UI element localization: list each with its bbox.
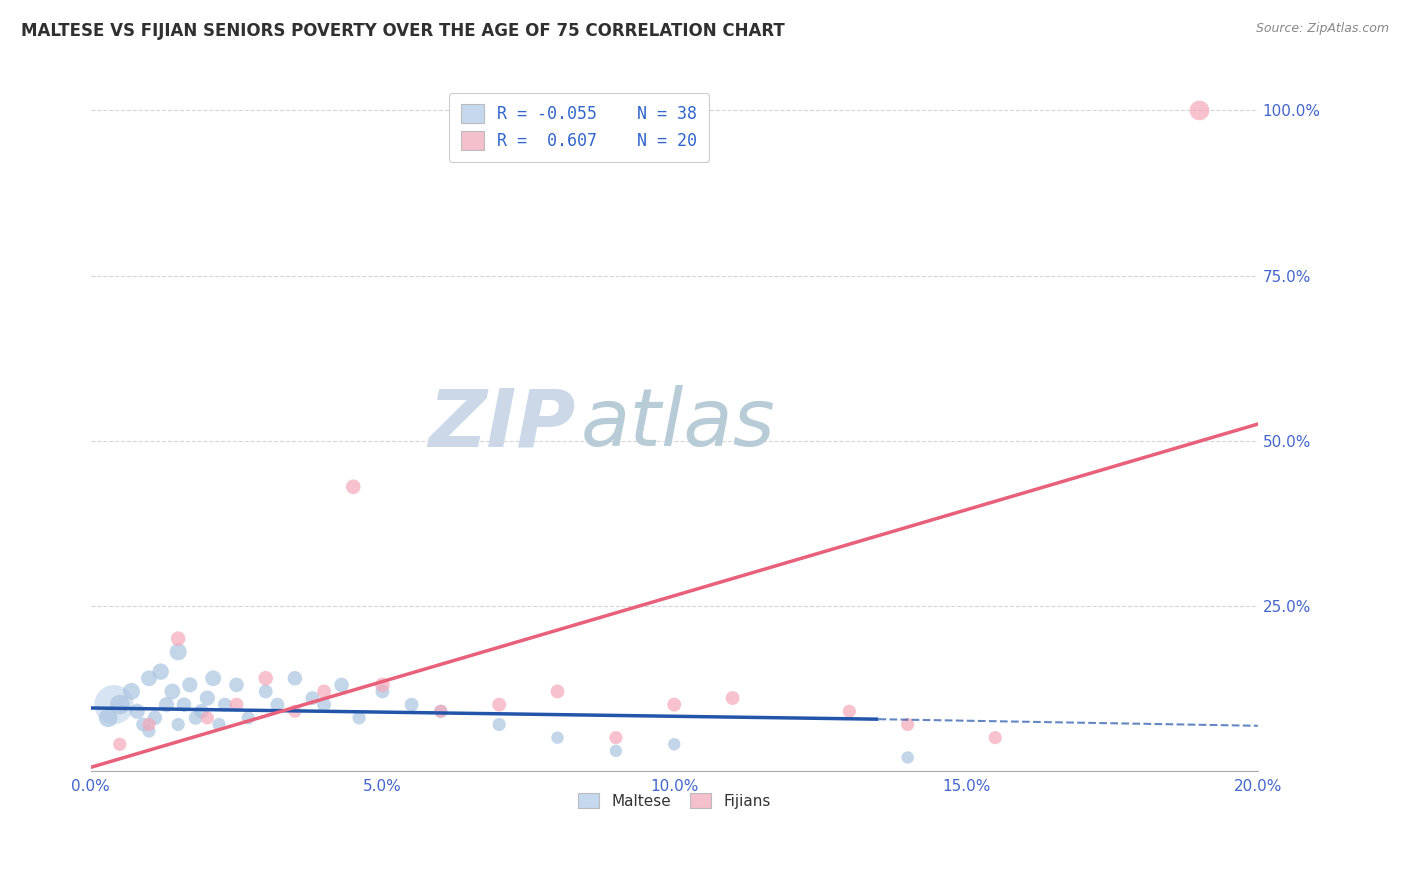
Point: [167, 632, 190, 646]
Point: [721, 691, 744, 706]
Point: [664, 737, 686, 751]
Point: [103, 698, 125, 712]
Text: MALTESE VS FIJIAN SENIORS POVERTY OVER THE AGE OF 75 CORRELATION CHART: MALTESE VS FIJIAN SENIORS POVERTY OVER T…: [21, 22, 785, 40]
Point: [330, 678, 353, 692]
Point: [138, 717, 160, 731]
Point: [138, 671, 160, 685]
Point: [430, 704, 453, 718]
Point: [132, 717, 155, 731]
Legend: Maltese, Fijians: Maltese, Fijians: [572, 788, 776, 815]
Point: [167, 645, 190, 659]
Point: [167, 717, 190, 731]
Point: [838, 704, 860, 718]
Point: [897, 717, 920, 731]
Point: [371, 684, 394, 698]
Point: [225, 678, 247, 692]
Point: [664, 698, 686, 712]
Text: ZIP: ZIP: [427, 385, 575, 463]
Point: [195, 711, 218, 725]
Point: [547, 731, 569, 745]
Point: [143, 711, 166, 725]
Point: [214, 698, 236, 712]
Point: [312, 684, 335, 698]
Point: [547, 684, 569, 698]
Point: [605, 744, 627, 758]
Point: [208, 717, 231, 731]
Point: [138, 724, 160, 739]
Point: [401, 698, 423, 712]
Point: [605, 731, 627, 745]
Point: [184, 711, 207, 725]
Point: [97, 711, 120, 725]
Point: [347, 711, 370, 725]
Point: [190, 704, 212, 718]
Point: [488, 717, 510, 731]
Point: [266, 698, 288, 712]
Point: [284, 704, 307, 718]
Point: [284, 671, 307, 685]
Point: [312, 698, 335, 712]
Point: [155, 698, 177, 712]
Text: atlas: atlas: [581, 385, 776, 463]
Point: [1188, 103, 1211, 118]
Point: [202, 671, 225, 685]
Point: [984, 731, 1007, 745]
Point: [127, 704, 149, 718]
Point: [108, 698, 131, 712]
Point: [342, 480, 364, 494]
Point: [225, 698, 247, 712]
Point: [897, 750, 920, 764]
Point: [254, 684, 277, 698]
Point: [488, 698, 510, 712]
Point: [301, 691, 323, 706]
Point: [108, 737, 131, 751]
Text: Source: ZipAtlas.com: Source: ZipAtlas.com: [1256, 22, 1389, 36]
Point: [162, 684, 184, 698]
Point: [371, 678, 394, 692]
Point: [149, 665, 172, 679]
Point: [179, 678, 201, 692]
Point: [238, 711, 260, 725]
Point: [173, 698, 195, 712]
Point: [430, 704, 453, 718]
Point: [121, 684, 143, 698]
Point: [254, 671, 277, 685]
Point: [195, 691, 218, 706]
